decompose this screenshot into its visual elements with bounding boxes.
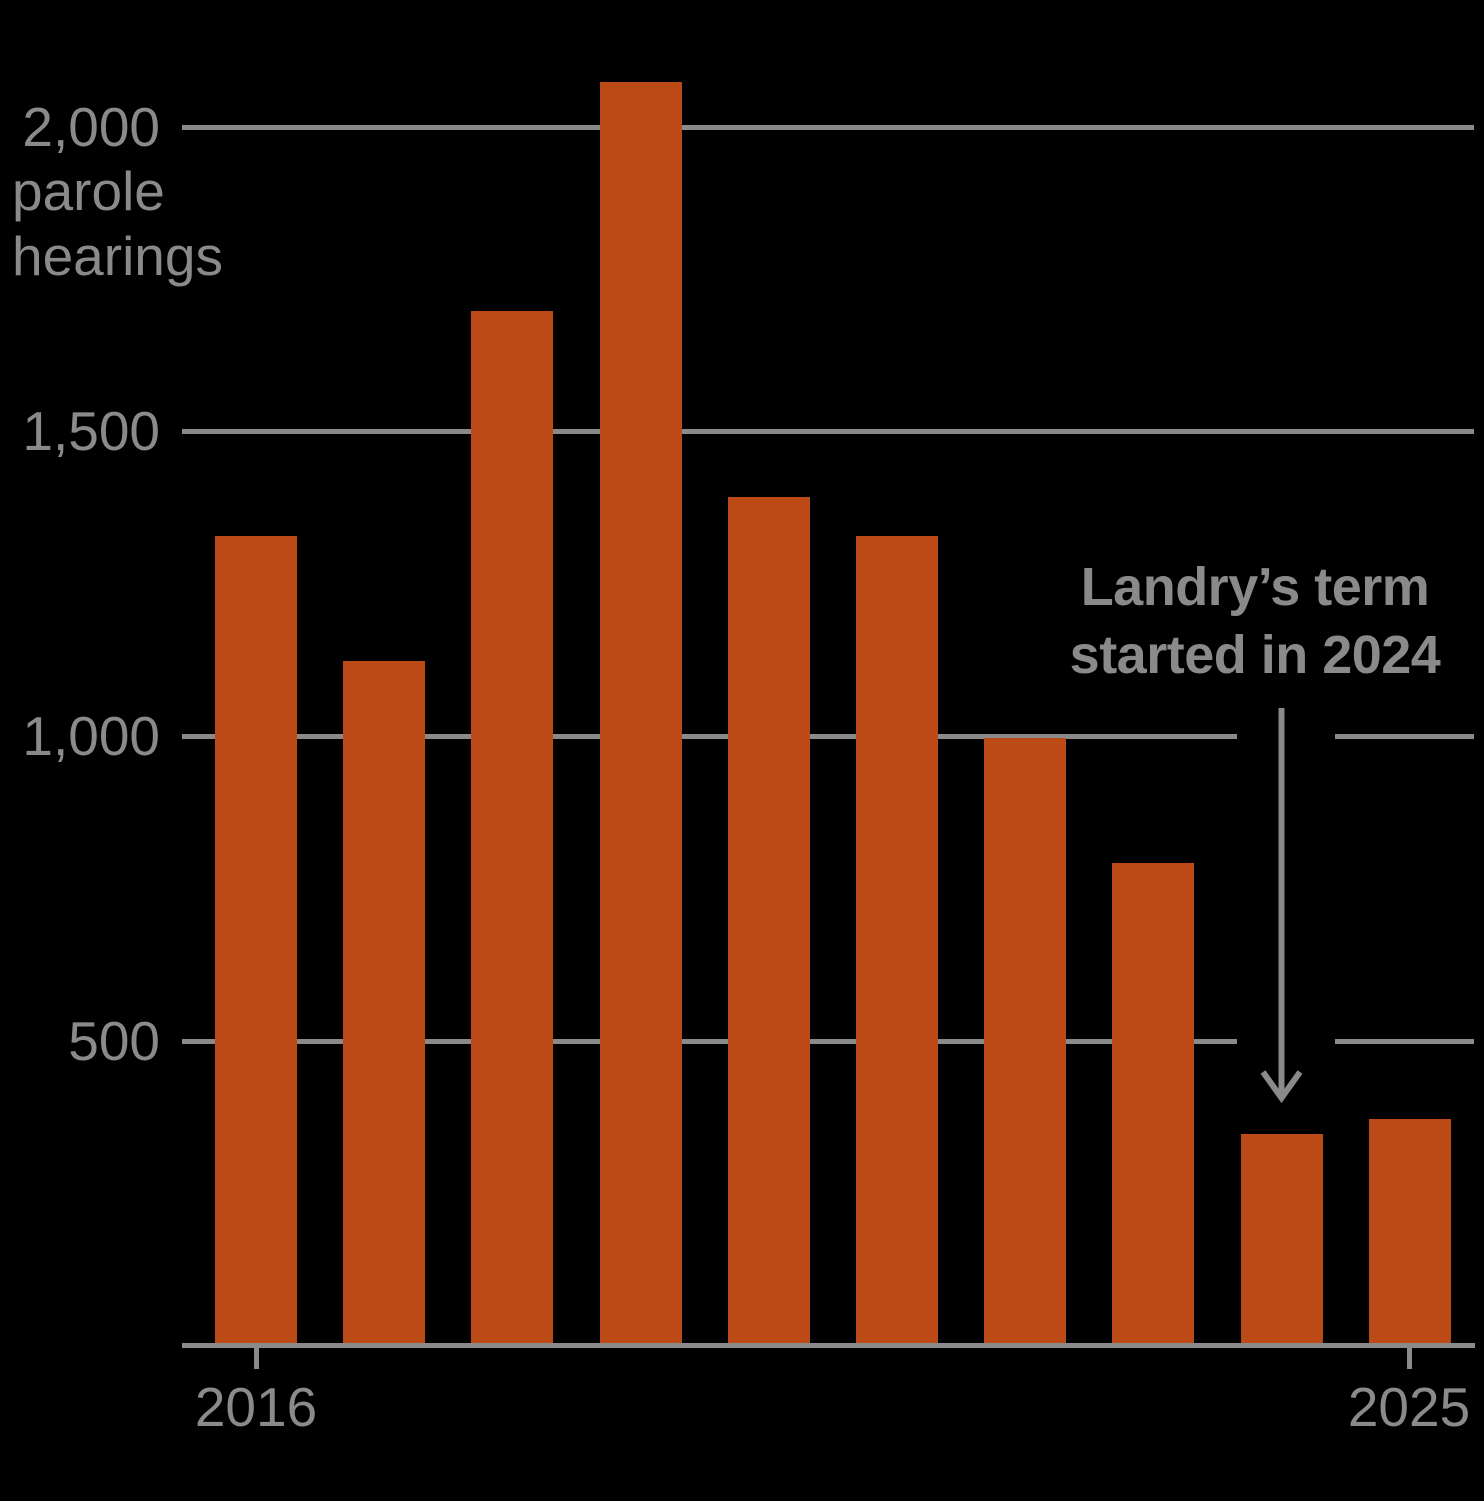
bar-2020 [727, 496, 810, 1344]
bar-2022 [984, 737, 1067, 1344]
x-axis-tick-2025 [1407, 1347, 1412, 1369]
annotation-arrow-icon [1260, 708, 1303, 1104]
arrow-halo [1237, 695, 1335, 1115]
y-axis-unit-line-1: parole [12, 160, 165, 222]
y-axis-unit-label: parole hearings [12, 159, 223, 289]
gridline-2000 [182, 124, 1474, 130]
bar-2023 [1112, 862, 1195, 1344]
y-axis-tick-label-500: 500 [68, 1009, 160, 1072]
gridline-1500 [182, 429, 1474, 435]
bar-2024 [1240, 1133, 1323, 1344]
x-axis-label-2025: 2025 [1347, 1376, 1471, 1438]
bar-2019 [599, 82, 682, 1344]
y-axis-tick-label-1500: 1,500 [22, 400, 160, 463]
y-axis-tick-label-2000: 2,000 [22, 95, 160, 158]
gridline-500 [182, 1038, 1474, 1044]
bar-2018 [471, 310, 554, 1344]
bar-2017 [343, 661, 426, 1344]
x-axis-tick-2016 [254, 1347, 259, 1369]
annotation-text: Landry’s term started in 2024 [1015, 553, 1484, 689]
bar-2016 [215, 536, 297, 1344]
annotation-line-2: started in 2024 [1069, 625, 1441, 685]
y-axis-unit-line-2: hearings [12, 225, 223, 287]
bar-2021 [856, 536, 938, 1344]
bar-2025 [1368, 1118, 1451, 1344]
x-axis-label-2016: 2016 [194, 1376, 318, 1438]
y-axis-tick-label-1000: 1,000 [22, 705, 160, 767]
annotation-line-1: Landry’s term [1080, 557, 1430, 617]
gridline-1000 [182, 734, 1474, 739]
x-axis-line [182, 1343, 1475, 1348]
